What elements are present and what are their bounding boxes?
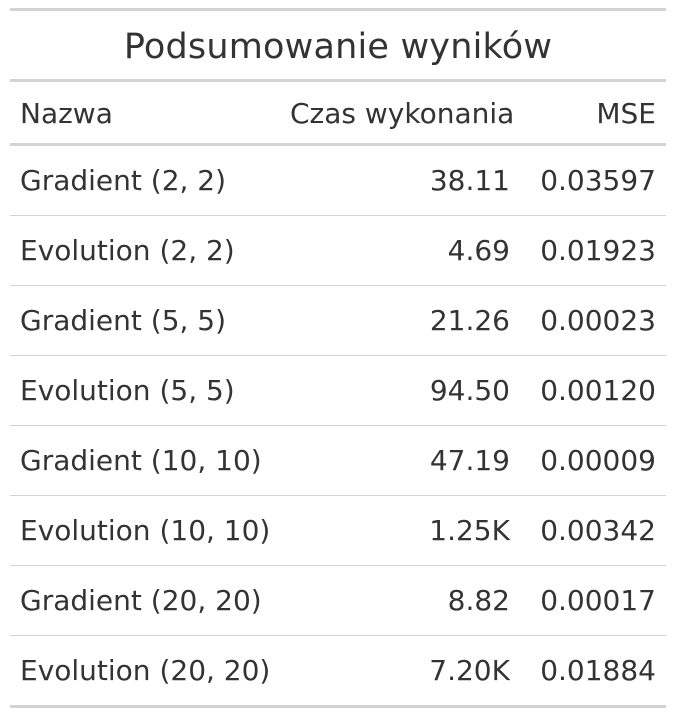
cell-time: 7.20K bbox=[280, 635, 520, 708]
cell-mse: 0.00017 bbox=[520, 565, 666, 636]
cell-name: Gradient (20, 20) bbox=[10, 565, 280, 636]
table-row: Gradient (20, 20) 8.82 0.00017 bbox=[10, 565, 666, 636]
cell-time: 1.25K bbox=[280, 495, 520, 566]
table-row: Gradient (5, 5) 21.26 0.00023 bbox=[10, 285, 666, 356]
cell-time: 4.69 bbox=[280, 215, 520, 286]
cell-mse: 0.01923 bbox=[520, 215, 666, 286]
table-title: Podsumowanie wyników bbox=[123, 27, 553, 67]
table-row: Evolution (2, 2) 4.69 0.01923 bbox=[10, 215, 666, 286]
cell-mse: 0.00023 bbox=[520, 285, 666, 356]
cell-mse: 0.00120 bbox=[520, 355, 666, 426]
column-header-time: Czas wykonania bbox=[280, 82, 520, 146]
cell-time: 94.50 bbox=[280, 355, 520, 426]
column-header-mse: MSE bbox=[520, 82, 666, 146]
results-table-container: Podsumowanie wyników Nazwa Czas wykonani… bbox=[10, 8, 666, 708]
top-rule bbox=[10, 8, 666, 11]
cell-mse: 0.03597 bbox=[520, 144, 666, 216]
cell-mse: 0.00009 bbox=[520, 425, 666, 496]
cell-name: Gradient (5, 5) bbox=[10, 285, 280, 356]
cell-time: 21.26 bbox=[280, 285, 520, 356]
results-table: Nazwa Czas wykonania MSE Gradient (2, 2)… bbox=[10, 82, 666, 708]
cell-time: 47.19 bbox=[280, 425, 520, 496]
header-row: Nazwa Czas wykonania MSE bbox=[10, 82, 666, 146]
cell-name: Evolution (5, 5) bbox=[10, 355, 280, 426]
table-row: Evolution (5, 5) 94.50 0.00120 bbox=[10, 355, 666, 426]
cell-name: Gradient (2, 2) bbox=[10, 144, 280, 216]
cell-name: Evolution (2, 2) bbox=[10, 215, 280, 286]
cell-name: Evolution (10, 10) bbox=[10, 495, 280, 566]
column-header-name: Nazwa bbox=[10, 82, 280, 146]
table-row: Evolution (20, 20) 7.20K 0.01884 bbox=[10, 635, 666, 708]
cell-name: Gradient (10, 10) bbox=[10, 425, 280, 496]
cell-name: Evolution (20, 20) bbox=[10, 635, 280, 708]
table-row: Evolution (10, 10) 1.25K 0.00342 bbox=[10, 495, 666, 566]
title-rule bbox=[10, 79, 666, 82]
cell-mse: 0.01884 bbox=[520, 635, 666, 708]
table-row: Gradient (2, 2) 38.11 0.03597 bbox=[10, 144, 666, 216]
cell-time: 8.82 bbox=[280, 565, 520, 636]
table-row: Gradient (10, 10) 47.19 0.00009 bbox=[10, 425, 666, 496]
cell-time: 38.11 bbox=[280, 144, 520, 216]
cell-mse: 0.00342 bbox=[520, 495, 666, 566]
